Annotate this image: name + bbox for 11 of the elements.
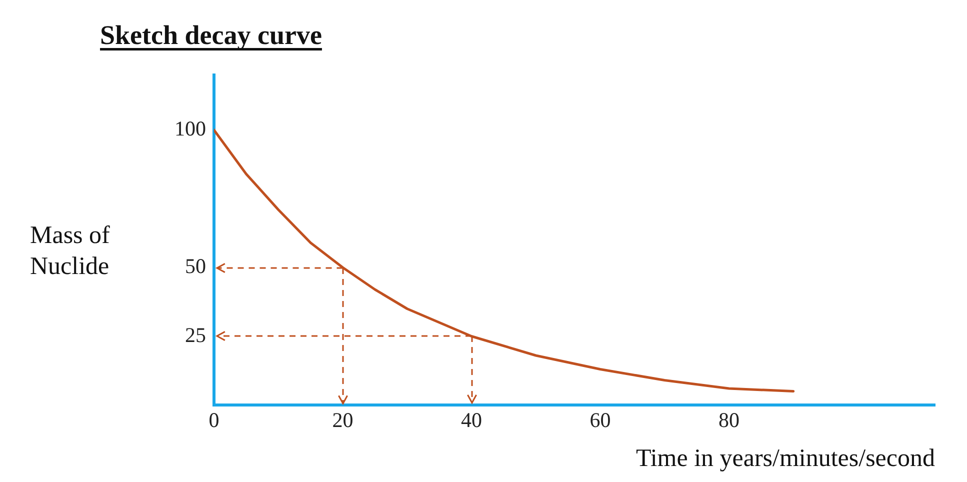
x-tick-label: 80 xyxy=(718,408,740,432)
y-axis-title: Mass of Nuclide xyxy=(30,222,111,280)
y-tick-label: 50 xyxy=(185,254,206,278)
x-axis-title: Time in years/minutes/second xyxy=(636,445,936,472)
x-tick-label: 0 xyxy=(208,408,220,432)
x-tick-label: 40 xyxy=(461,408,482,432)
y-tick-label: 25 xyxy=(185,322,206,347)
y-tick-label: 100 xyxy=(174,116,206,141)
chart-title: Sketch decay curve xyxy=(100,20,322,50)
x-tick-label: 20 xyxy=(332,408,354,432)
x-tick-label: 60 xyxy=(590,408,611,432)
